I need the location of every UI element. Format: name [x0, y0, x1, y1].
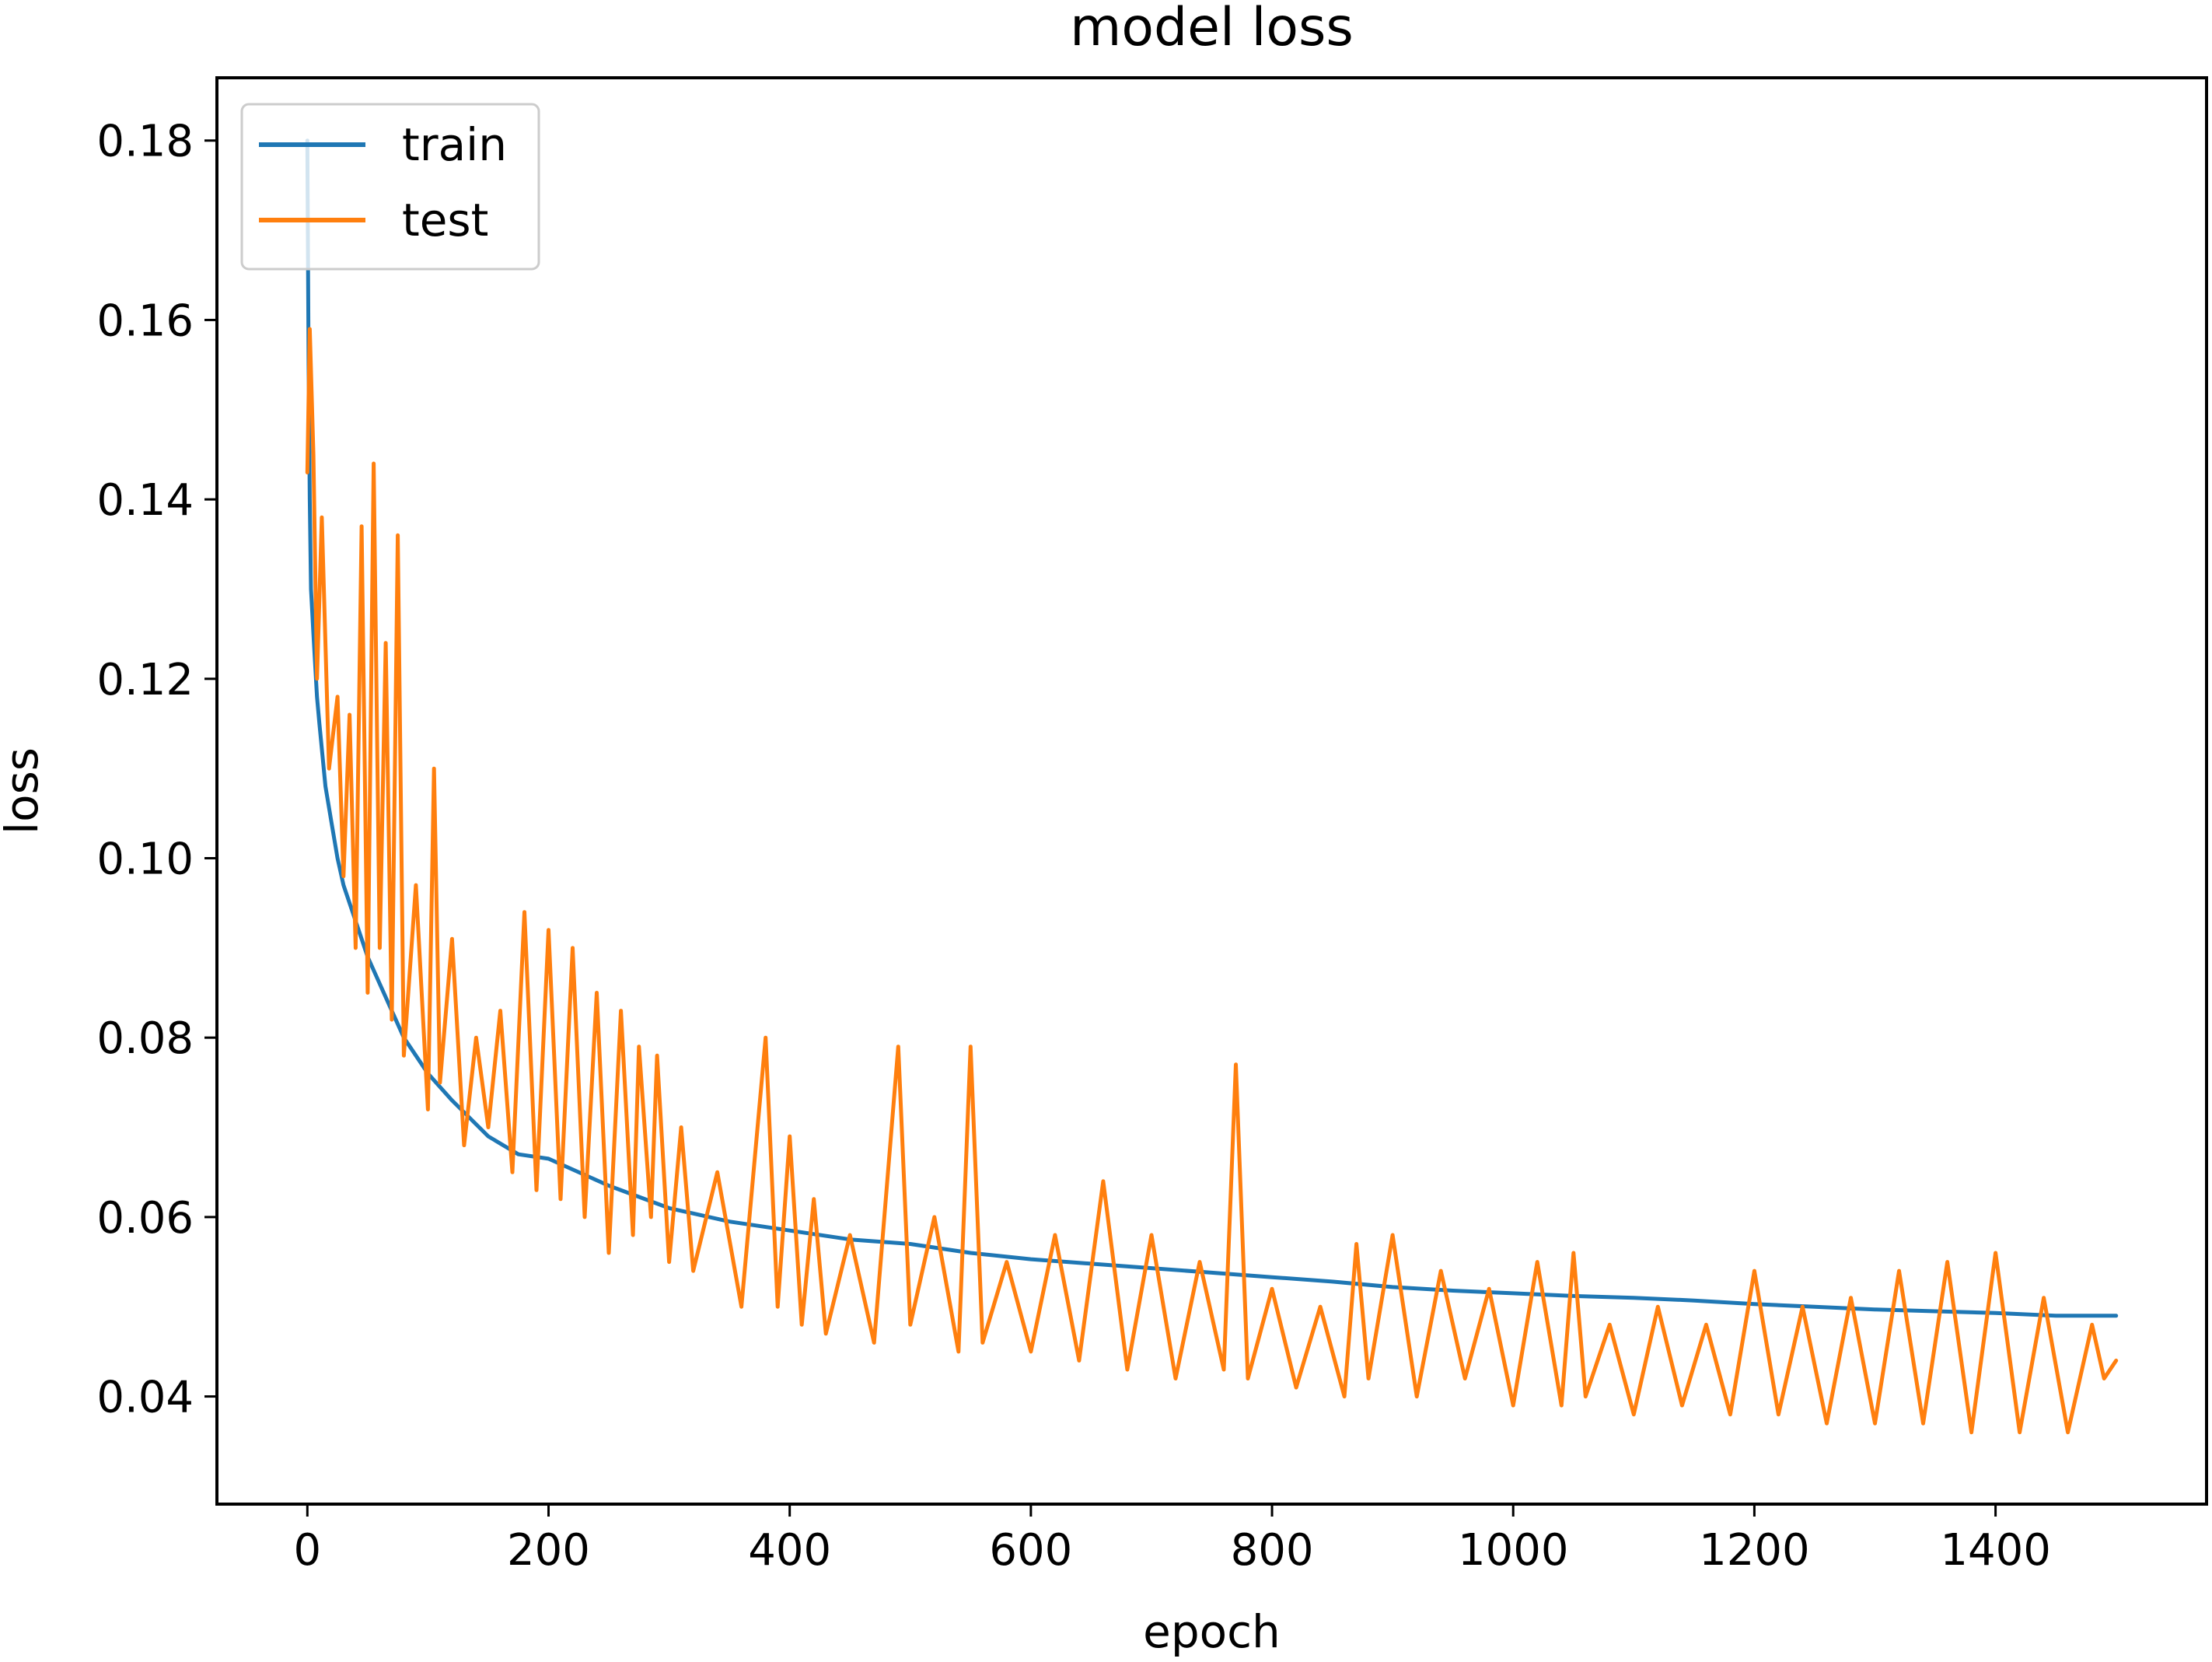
y-axis-label: loss: [0, 747, 48, 834]
x-tick-label: 800: [1231, 1525, 1314, 1576]
x-axis-label: epoch: [1143, 1605, 1281, 1658]
series-line-train: [305, 138, 2119, 1318]
x-tick-label: 0: [293, 1525, 321, 1576]
legend-label-train: train: [402, 118, 507, 171]
legend-label-test: test: [402, 194, 488, 247]
x-axis-ticks: 0 200 400 600 800 1000 1200 1400: [293, 1504, 2051, 1576]
plot-area-frame: [215, 76, 2208, 1506]
y-tick-label: 0.04: [96, 1373, 194, 1423]
x-tick-label: 200: [507, 1525, 590, 1576]
y-axis-ticks: 0.04 0.06 0.08 0.10 0.12 0.14 0.16 0.18: [96, 117, 217, 1423]
y-tick-label: 0.16: [96, 296, 194, 346]
x-tick-label: 1400: [1940, 1525, 2051, 1576]
y-tick-label: 0.18: [96, 117, 194, 167]
y-tick-label: 0.14: [96, 475, 194, 526]
x-tick-label: 600: [989, 1525, 1072, 1576]
x-tick-label: 400: [748, 1525, 831, 1576]
x-tick-label: 1200: [1699, 1525, 1810, 1576]
y-tick-label: 0.08: [96, 1013, 194, 1064]
series-line-test: [305, 327, 2119, 1435]
x-tick-label: 1000: [1458, 1525, 1569, 1576]
chart-title: model loss: [1070, 0, 1354, 58]
y-tick-label: 0.10: [96, 834, 194, 885]
legend: train test: [240, 103, 540, 271]
y-tick-label: 0.06: [96, 1193, 194, 1244]
y-tick-label: 0.12: [96, 655, 194, 705]
series-lines: [305, 138, 2119, 1435]
